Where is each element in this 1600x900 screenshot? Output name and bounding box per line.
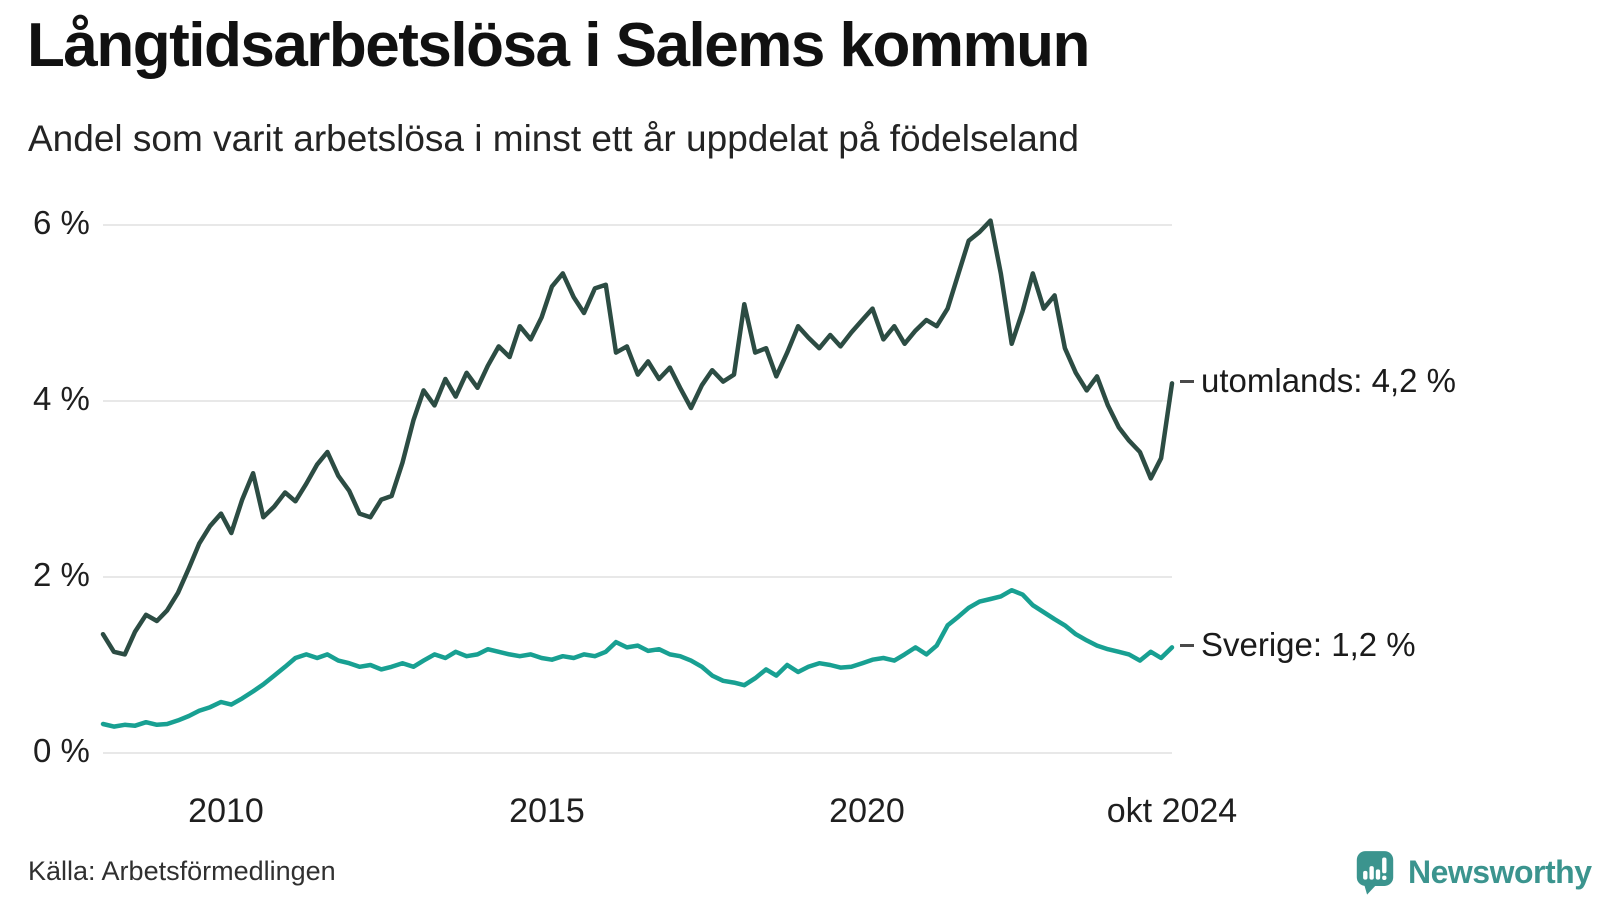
series-end-label-text: Sverige: 1,2 %	[1201, 626, 1416, 664]
x-axis-tick-label: 2020	[829, 792, 905, 830]
y-axis-tick-label: 4 %	[33, 380, 90, 417]
series-end-label-utomlands: utomlands: 4,2 %	[1180, 362, 1456, 400]
newsworthy-logo-text: Newsworthy	[1408, 854, 1592, 890]
page-subtitle: Andel som varit arbetslösa i minst ett å…	[28, 118, 1079, 159]
label-tick-mark	[1180, 643, 1194, 647]
y-axis-tick-label: 0 %	[33, 732, 90, 769]
x-axis-tick-label: 2015	[509, 792, 585, 830]
series-line-utomlands	[100, 218, 1175, 657]
series-end-label-sverige: Sverige: 1,2 %	[1180, 626, 1416, 664]
x-axis-tick-label: okt 2024	[1106, 792, 1238, 830]
page-title: Långtidsarbetslösa i Salems kommun	[27, 11, 1090, 80]
newsworthy-bubble-chart-icon	[1356, 851, 1394, 895]
newsworthy-logo: Newsworthy	[1356, 850, 1592, 895]
series-end-label-text: utomlands: 4,2 %	[1201, 362, 1456, 400]
series-line-sverige	[100, 587, 1175, 729]
label-tick-mark	[1180, 379, 1194, 383]
y-axis-tick-label: 2 %	[33, 556, 90, 593]
x-axis-tick-label: 2010	[188, 792, 264, 830]
y-axis-tick-label: 6 %	[33, 204, 90, 241]
source-note: Källa: Arbetsförmedlingen	[28, 856, 336, 886]
